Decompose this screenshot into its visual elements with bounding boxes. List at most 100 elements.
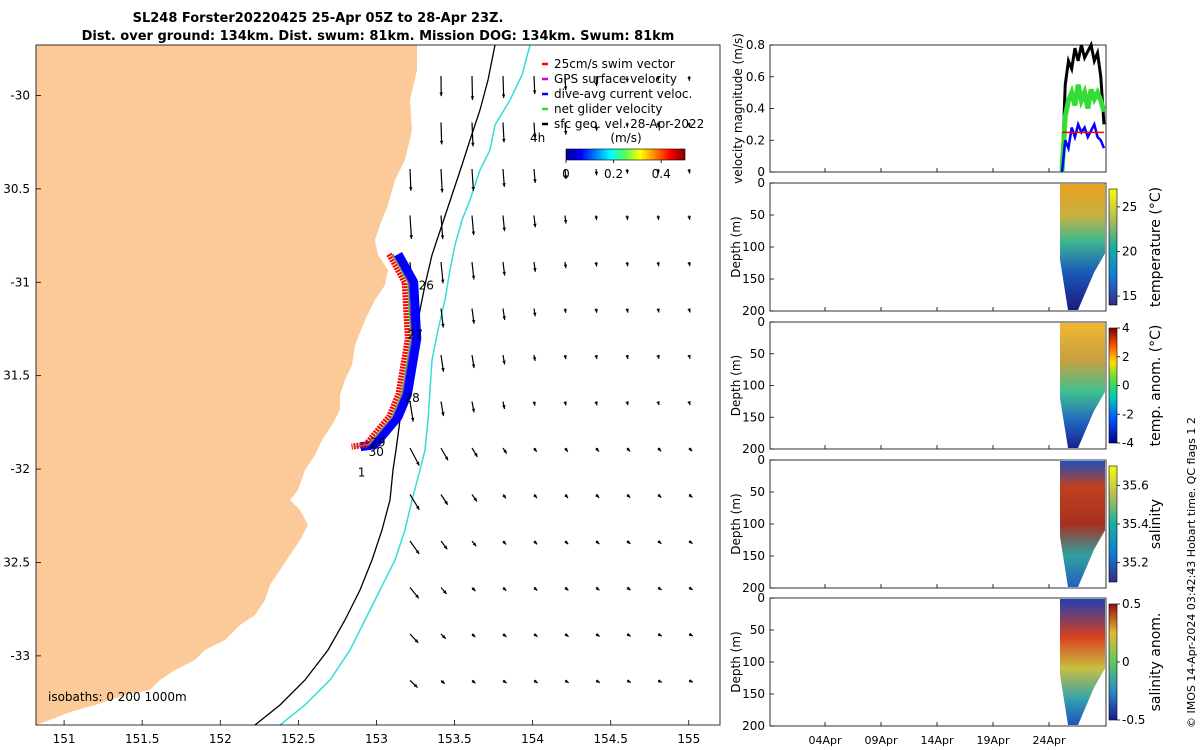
map-y-tick-label: 32.5 xyxy=(3,555,30,569)
velocity-vector xyxy=(657,493,662,499)
velocity-vector xyxy=(563,215,568,224)
velocity-vector xyxy=(440,494,449,506)
velocity-vector xyxy=(625,401,629,406)
velocity-vector xyxy=(594,75,599,87)
day-label: 26 xyxy=(419,279,434,293)
velocity-vector xyxy=(440,633,447,640)
velocity-vector xyxy=(471,354,476,369)
map-x-tick-label: 151.5 xyxy=(125,732,159,746)
velocity-vector xyxy=(687,75,691,81)
map-y-tick-label: -33 xyxy=(10,649,30,663)
panel-colorbar xyxy=(1108,465,1118,583)
panel-y-tick-label: 150 xyxy=(742,272,765,286)
velocity-vector xyxy=(502,122,506,143)
colorbar-unit: (m/s) xyxy=(610,131,641,145)
colorbar-tick-label: 35.2 xyxy=(1122,556,1149,570)
map-y-tick-label: -31 xyxy=(10,275,30,289)
isobaths-label: isobaths: 0 200 1000m xyxy=(48,690,187,704)
colorbar-label: salinity anom. xyxy=(1148,613,1164,712)
velocity-vector xyxy=(532,308,537,317)
velocity-vector xyxy=(626,679,632,684)
dive-avg-current-track xyxy=(359,252,422,452)
time-tick-label: 24Apr xyxy=(1032,734,1066,747)
velocity-vector xyxy=(440,540,448,550)
map-x-ticks: 151 151.5 152 152.5 153 153.5 154 154.5 155 xyxy=(53,720,700,746)
panel-y-tick-label: 150 xyxy=(742,549,765,563)
velocity-vector xyxy=(409,680,418,688)
velocity-vector xyxy=(688,586,694,591)
velocity-vector xyxy=(594,215,598,221)
velocity-vector xyxy=(533,679,538,684)
velocity-vector xyxy=(594,401,598,406)
colorbar-tick-label: 35.6 xyxy=(1122,478,1149,492)
panel-y-tick-label: 200 xyxy=(742,304,765,318)
velocity-vector xyxy=(688,679,694,683)
velocity-vector xyxy=(626,540,631,545)
velocity-vector xyxy=(625,75,629,83)
velocity-vector xyxy=(409,215,413,239)
velocity-vector xyxy=(656,215,660,221)
velocity-vector xyxy=(502,261,506,276)
velocity-vector xyxy=(471,122,475,147)
colorbar-tick-label: -2 xyxy=(1122,407,1134,421)
map-y-tick-label: 31.5 xyxy=(3,369,30,383)
map-x-tick-label: 152 xyxy=(209,732,232,746)
panel-2: 0 50 100 150 200 Depth (m) 25 20 15 temperature (… xyxy=(729,176,1164,318)
panel-y-tick-label: 150 xyxy=(742,687,765,701)
velocity-vector xyxy=(626,632,632,637)
velocity-vector xyxy=(687,401,691,406)
velocity-vector xyxy=(656,75,660,81)
velocity-vector xyxy=(564,633,569,638)
glider-track xyxy=(351,252,422,452)
velocity-vector xyxy=(625,354,629,360)
velocity-vector xyxy=(687,354,691,359)
velocity-vector xyxy=(595,586,600,591)
colorbar-tick-label: 4 xyxy=(1122,321,1130,335)
time-axis-ticks: 04Apr 09Apr 14Apr 19Apr 24Apr xyxy=(808,168,1066,747)
panel-y-tick-label: 0 xyxy=(757,165,765,179)
legend-label: net glider velocity xyxy=(554,102,662,116)
colorbar-tick-label: 0.5 xyxy=(1122,597,1141,611)
velocity-vector xyxy=(502,586,507,592)
velocity-vector xyxy=(533,540,538,545)
velocity-vector xyxy=(440,261,445,284)
velocity-vector xyxy=(563,168,568,180)
velocity-vector xyxy=(595,633,600,637)
map-y-tick-label: 30.5 xyxy=(3,182,30,196)
velocity-vector xyxy=(440,168,444,193)
panel-y-tick-label: 0.4 xyxy=(746,102,765,116)
velocity-vector xyxy=(687,308,691,313)
panel-colorbar xyxy=(1108,188,1118,306)
velocity-vector xyxy=(656,354,660,359)
velocity-vector xyxy=(563,308,567,313)
velocity-vector xyxy=(687,122,691,128)
panel-y-tick-label: 50 xyxy=(750,485,765,499)
panel-y-tick-label: 50 xyxy=(750,208,765,222)
panel-y-label: Depth (m) xyxy=(729,631,743,692)
dive-avg-line xyxy=(1060,120,1106,173)
panel-colorbar xyxy=(1108,327,1118,444)
gps-velocity-line xyxy=(1060,40,1106,173)
velocity-vector xyxy=(657,632,663,637)
velocity-vector xyxy=(502,401,506,410)
velocity-vector xyxy=(440,215,445,240)
panel-y-tick-label: 50 xyxy=(750,347,765,361)
velocity-vector xyxy=(687,215,691,220)
legend-entry: sfc geo. vel. 28-Apr-2022 xyxy=(542,117,704,131)
panel-y-tick-label: 0.2 xyxy=(746,133,765,147)
map-x-tick-label: 152.5 xyxy=(281,732,315,746)
velocity-vector xyxy=(564,494,569,499)
legend-entry: 25cm/s swim vector xyxy=(542,57,675,71)
velocity-vector xyxy=(563,75,568,91)
velocity-vector xyxy=(626,586,631,591)
velocity-vector xyxy=(471,261,476,280)
velocity-vector xyxy=(595,679,601,684)
panel-y-tick-label: 0.8 xyxy=(746,38,765,52)
colorbar-tick-label: 25 xyxy=(1122,200,1137,214)
velocity-vector xyxy=(657,540,662,545)
velocity-vector xyxy=(409,540,420,555)
velocity-vector xyxy=(502,679,507,684)
velocity-vector xyxy=(471,540,477,547)
colorbar-tick-label: 20 xyxy=(1122,244,1137,258)
